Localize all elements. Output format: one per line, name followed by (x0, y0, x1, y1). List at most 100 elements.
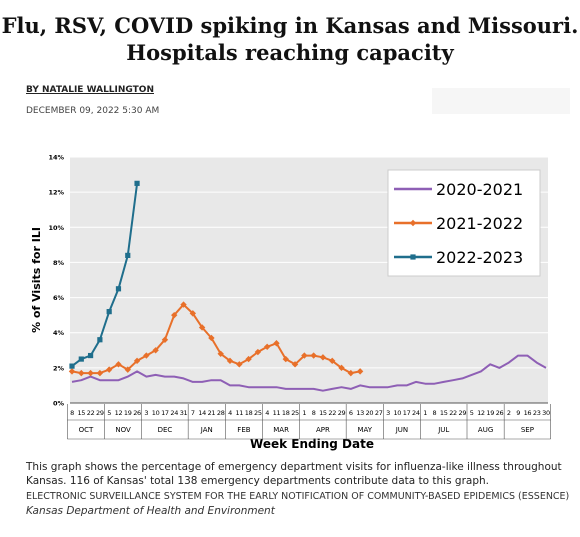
point (133, 357, 141, 365)
point (319, 354, 327, 361)
y-tick-label: 0% (53, 400, 65, 408)
point (263, 343, 271, 350)
x-tick-label: 24 (170, 409, 178, 417)
legend-label: 2020-2021 (436, 180, 523, 199)
x-tick-label: 5 (107, 409, 111, 417)
credit: ELECTRONIC SURVEILLANCE SYSTEM FOR THE E… (26, 489, 571, 519)
caption: This graph shows the percentage of emerg… (26, 461, 562, 487)
x-tick-label: 8 (70, 409, 74, 417)
point (125, 252, 131, 258)
x-tick-label: 1 (423, 409, 427, 417)
x-tick-label: 17 (161, 409, 169, 417)
point (87, 369, 94, 377)
month-label: DEC (158, 426, 173, 434)
x-tick-label: 8 (433, 409, 437, 417)
point (282, 355, 289, 363)
x-tick-label: 4 (265, 409, 269, 417)
x-tick-label: 14 (198, 409, 206, 417)
point (180, 301, 187, 308)
point (245, 355, 252, 363)
byline[interactable]: BY NATALIE WALLINGTON (26, 85, 154, 95)
headline-line: Flu, RSV, COVID spiking in Kansas and Mi… (1, 13, 579, 38)
point (69, 363, 75, 369)
point (410, 254, 416, 260)
x-tick-label: 26 (133, 409, 141, 417)
point (152, 347, 159, 354)
point (189, 310, 197, 317)
chart: % of Visits for ILI Week Ending Date 0% 2… (30, 154, 551, 451)
x-tick-label: 23 (533, 409, 541, 417)
x-tick-label: 29 (459, 409, 467, 417)
x-tick-label: 9 (516, 409, 520, 417)
point (409, 219, 417, 227)
x-tick-label: 5 (470, 409, 474, 417)
y-tick-label: 12% (48, 189, 64, 197)
date: DECEMBER 09, 2022 5:30 AM (26, 106, 160, 116)
month-label: SEP (521, 426, 534, 434)
month-label: JAN (200, 426, 213, 434)
point (124, 366, 131, 373)
ad-placeholder (432, 88, 570, 114)
point (78, 356, 84, 362)
y-tick-label: 2% (53, 364, 65, 372)
x-tick-label: 10 (393, 409, 401, 417)
y-tick-label: 8% (53, 259, 65, 267)
x-tick-label: 22 (87, 409, 95, 417)
x-tick-label: 2 (507, 409, 511, 417)
legend-label: 2021-2022 (436, 214, 523, 233)
x-tick-label: 12 (477, 409, 485, 417)
point (171, 311, 178, 319)
x-tick-label: 6 (349, 409, 353, 417)
x-tick-label: 15 (440, 409, 448, 417)
point (338, 364, 345, 372)
x-tick-label: 22 (328, 409, 336, 417)
point (143, 352, 150, 359)
x-tick-label: 12 (115, 409, 123, 417)
x-tick-label: 15 (319, 409, 327, 417)
point (106, 309, 112, 315)
x-tick-label: 21 (208, 409, 216, 417)
point (236, 361, 243, 368)
x-tick-label: 3 (144, 409, 148, 417)
point (226, 357, 234, 365)
x-tick-label: 4 (228, 409, 232, 417)
point (273, 340, 280, 347)
x-tick-label: 24 (412, 409, 420, 417)
point (301, 352, 308, 359)
point (254, 348, 262, 356)
month-label: NOV (115, 426, 131, 434)
headline: Flu, RSV, COVID spiking in Kansas and Mi… (0, 12, 580, 66)
point (78, 369, 85, 377)
point (96, 369, 104, 377)
x-tick-label: 18 (282, 409, 290, 417)
y-tick-label: 6% (53, 294, 65, 302)
month-label: FEB (237, 426, 250, 434)
x-tick-label: 11 (273, 409, 281, 417)
month-label: AUG (478, 426, 493, 434)
y-tick-label: 14% (48, 154, 64, 162)
x-tick-label: 17 (403, 409, 411, 417)
point (134, 180, 140, 186)
x-tick-label: 19 (486, 409, 494, 417)
x-tick-label: 25 (254, 409, 262, 417)
point (208, 334, 215, 342)
month-label: JUL (437, 426, 449, 434)
y-axis-label: % of Visits for ILI (30, 227, 43, 333)
x-tick-label: 18 (245, 409, 253, 417)
x-tick-label: 22 (449, 409, 457, 417)
x-tick-label: 30 (542, 409, 550, 417)
month-label: MAR (273, 426, 289, 434)
point (105, 366, 113, 373)
x-tick-label: 20 (366, 409, 374, 417)
point (161, 336, 169, 343)
point (329, 357, 336, 365)
x-tick-label: 16 (524, 409, 532, 417)
point (68, 368, 76, 375)
x-tick-label: 19 (124, 409, 132, 417)
point (217, 350, 224, 357)
y-tick-label: 4% (53, 329, 65, 337)
x-tick-label: 11 (235, 409, 243, 417)
x-tick-label: 31 (180, 409, 188, 417)
x-tick-label: 28 (217, 409, 225, 417)
